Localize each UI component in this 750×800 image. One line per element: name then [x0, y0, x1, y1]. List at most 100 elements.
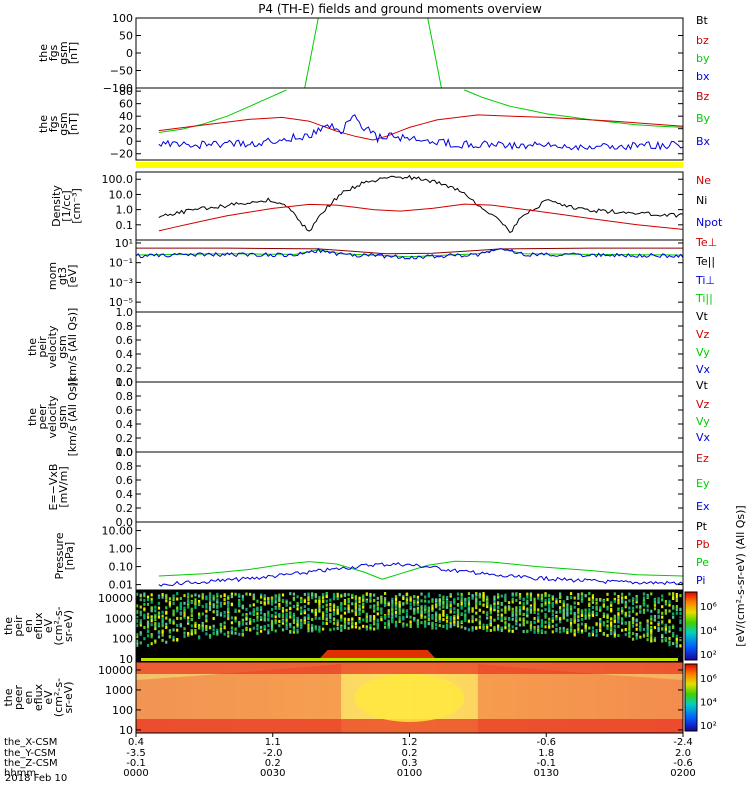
spectrogram-cell	[208, 626, 212, 630]
y-tick-label: 0.0	[116, 376, 134, 389]
spectrogram-cell	[354, 608, 357, 612]
spectrogram-cell	[610, 617, 613, 621]
spectrogram-cell	[442, 600, 445, 604]
panel-frame	[135, 17, 684, 89]
spectrogram-cell	[445, 595, 449, 599]
spectrogram-cell	[212, 610, 215, 614]
spectrogram-cell	[398, 607, 401, 611]
spectrogram-cell	[223, 598, 226, 602]
spectrogram-cell	[650, 626, 653, 630]
spectrogram-cell	[497, 609, 500, 613]
spectrogram-cell	[143, 607, 146, 611]
spectrogram-cell	[278, 613, 281, 617]
spectrogram-cell	[453, 610, 456, 614]
spectrogram-cell	[256, 631, 259, 635]
spectrogram-cell	[332, 592, 336, 596]
spectrogram-cell	[318, 629, 321, 633]
spectrogram-cell	[245, 592, 248, 596]
series-fgs_gsm-by	[304, 18, 442, 88]
spectrogram-cell	[580, 592, 584, 596]
spectrogram-cell	[420, 606, 423, 610]
spectrogram-cell	[347, 604, 350, 608]
colorbar-tick-label: 10⁴	[700, 626, 717, 637]
spectrogram-cell	[238, 622, 241, 626]
spectrogram-cell	[289, 601, 292, 605]
legend-Ey: Ey	[696, 477, 710, 490]
spectrogram-cell	[332, 604, 336, 608]
spectrogram-cell	[150, 635, 153, 639]
spectrogram-cell	[661, 615, 664, 619]
panel-density: 100.0 10.0 1.0 0.1 Density[1/cc][cm⁻³] Ne Ni Np…	[50, 171, 723, 241]
spectrogram-cell	[383, 598, 387, 602]
colorbar-tick-label: 10⁶	[700, 674, 717, 685]
spectrogram-cell	[321, 621, 325, 625]
spectrogram-cell	[409, 598, 412, 602]
spectrogram-cell	[241, 594, 244, 598]
spectrogram-cell	[267, 613, 270, 617]
y-axis-label: thefgsgsm[nT]	[37, 112, 80, 135]
x-tick-label: 0100	[397, 768, 422, 779]
panel-frame	[135, 451, 684, 523]
spectrogram-cell	[183, 634, 186, 638]
spectrogram-cell	[249, 592, 252, 596]
spectrogram-cell	[402, 597, 405, 601]
spectrogram-cell	[296, 616, 299, 620]
spectrogram-cell	[515, 592, 518, 596]
spectrogram-cell	[376, 607, 379, 611]
spectrogram-cell	[453, 614, 456, 618]
spectrogram-cell	[380, 610, 383, 614]
spectrogram-cell	[413, 599, 416, 603]
spectrogram-cell	[529, 621, 533, 625]
panel-peir_spectrogram: 10000 1000 100 10 thepeirenefluxeV(cm²-s-sr-…	[2, 589, 717, 666]
y-tick-label: 60	[119, 98, 133, 111]
y-axis-label: thepeirvelocitygsm[km/s (All Qs)]	[26, 308, 79, 387]
y-tick-label: 0.01	[109, 579, 134, 592]
spectrogram-cell	[296, 625, 299, 629]
spectrogram-cell	[157, 615, 161, 619]
spectrogram-cell	[657, 621, 660, 625]
spectrogram-cell	[489, 623, 492, 627]
legend-Te||: Te||	[695, 255, 715, 268]
spectrogram-cell	[183, 613, 186, 617]
spectrogram-cell	[143, 613, 146, 617]
spectrogram-cell	[559, 595, 562, 599]
spectrogram-cell	[205, 617, 208, 621]
spectrogram-cell	[190, 601, 193, 605]
spectrogram-cell	[351, 594, 354, 598]
y-tick-label: 100	[112, 633, 133, 646]
spectrogram-cell	[289, 592, 292, 596]
spectrogram-cell	[161, 638, 164, 642]
spectrogram-cell	[311, 623, 314, 627]
spectrogram-cell	[219, 611, 223, 615]
spectrogram-cell	[387, 621, 390, 625]
legend-Pt: Pt	[696, 520, 708, 533]
spectrogram-cell	[223, 601, 226, 605]
spectrogram-cell	[559, 620, 562, 624]
spectrogram-cell	[194, 629, 197, 633]
spectrogram-cell	[628, 614, 631, 618]
spectrogram-cell	[270, 625, 274, 629]
spectrogram-cell	[621, 596, 624, 600]
spectrogram-cell	[329, 603, 332, 607]
spectrogram-cell	[486, 628, 489, 632]
spectrogram-cell	[562, 612, 565, 616]
spectrogram-cell	[292, 615, 296, 619]
legend-bx: bx	[696, 70, 710, 83]
spectrogram-cell	[471, 615, 474, 619]
spectrogram-cell	[343, 611, 347, 615]
spectrogram-cell	[475, 599, 478, 603]
spectrogram-cell	[136, 633, 139, 637]
spectrogram-cell	[500, 603, 503, 607]
spectrogram-cell	[431, 616, 434, 620]
spectrogram-cell	[194, 598, 197, 602]
spectrogram-cell	[599, 625, 602, 629]
spectrogram-cell	[136, 592, 139, 596]
spectrogram-cell	[493, 603, 496, 607]
spectrogram-cell	[664, 627, 667, 631]
spectrogram-cell	[307, 598, 310, 602]
spectrogram-cell	[190, 632, 193, 636]
spectrogram-cell	[172, 635, 175, 639]
spectrogram-cell	[300, 609, 303, 613]
spectrogram-cell	[270, 628, 274, 632]
spectrogram-cell	[139, 641, 142, 645]
